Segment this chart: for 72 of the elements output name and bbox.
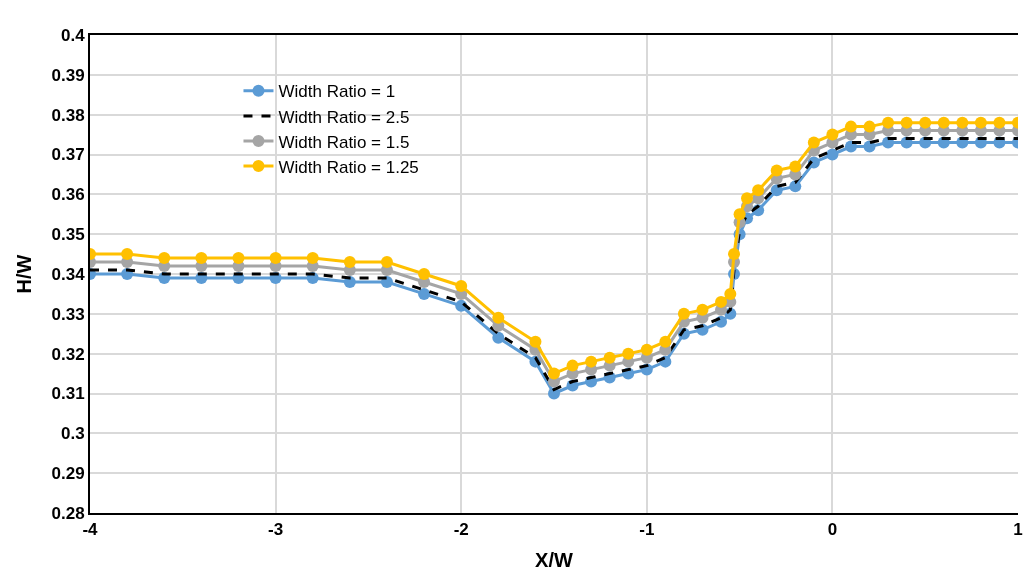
point [158, 252, 171, 265]
y-tick-label: 0.31 [51, 384, 85, 404]
y-tick-label: 0.28 [51, 503, 85, 523]
point [492, 331, 505, 344]
y-tick-label: 0.35 [51, 225, 85, 245]
y-tick-label: 0.34 [51, 264, 86, 284]
point [733, 208, 746, 221]
point [715, 295, 728, 308]
legend-label: Width Ratio = 2.5 [278, 107, 410, 127]
point [418, 268, 431, 280]
y-axis-title: H/W [12, 254, 35, 294]
point [863, 120, 876, 133]
point [752, 184, 765, 197]
point [380, 275, 393, 288]
point [548, 367, 560, 380]
point [770, 184, 783, 197]
point [789, 160, 802, 173]
point [728, 248, 741, 261]
point [826, 148, 839, 161]
point [492, 311, 505, 324]
point [585, 355, 598, 368]
point [882, 116, 895, 129]
y-tick-label: 0.38 [51, 105, 85, 125]
point [900, 116, 913, 129]
y-tick-label: 0.32 [51, 344, 85, 364]
y-tick-label: 0.29 [51, 464, 85, 484]
point [937, 116, 950, 129]
y-tick-label: 0.4 [60, 25, 86, 45]
x-tick-label: 1 [1013, 520, 1023, 540]
x-tick-label: -2 [453, 520, 469, 540]
point [640, 343, 653, 356]
point [622, 347, 635, 360]
point [741, 192, 754, 205]
y-tick-label: 0.36 [51, 185, 85, 205]
point [529, 335, 542, 348]
point [844, 120, 857, 133]
y-tick-label: 0.37 [51, 145, 85, 165]
point [724, 287, 737, 300]
point [863, 140, 876, 153]
legend-label: Width Ratio = 1.5 [278, 132, 410, 152]
point [807, 136, 820, 149]
x-tick-label: 0 [827, 520, 838, 540]
point [696, 303, 709, 316]
point [455, 279, 468, 292]
point [195, 252, 208, 265]
point [826, 128, 839, 141]
point [380, 256, 393, 269]
point [677, 307, 690, 320]
point [956, 116, 969, 129]
y-tick-label: 0.3 [60, 424, 85, 444]
point [121, 248, 134, 261]
point [770, 164, 783, 177]
legend-label: Width Ratio = 1 [278, 82, 396, 102]
y-tick-label: 0.33 [51, 304, 85, 324]
x-tick-label: -4 [82, 520, 99, 540]
point [306, 252, 319, 265]
point [919, 116, 932, 129]
point [566, 359, 579, 372]
x-axis-title: X/W [535, 549, 574, 572]
point [789, 180, 802, 193]
point [232, 252, 245, 265]
y-tick-label: 0.39 [51, 65, 85, 85]
x-tick-label: -1 [639, 520, 655, 540]
point [603, 351, 616, 364]
point [659, 335, 672, 348]
point [418, 287, 431, 300]
point [993, 116, 1006, 129]
legend-label: Width Ratio = 1.25 [278, 157, 419, 177]
point [343, 256, 356, 269]
point [974, 116, 987, 129]
x-tick-label: -3 [268, 520, 284, 540]
point [269, 252, 282, 265]
